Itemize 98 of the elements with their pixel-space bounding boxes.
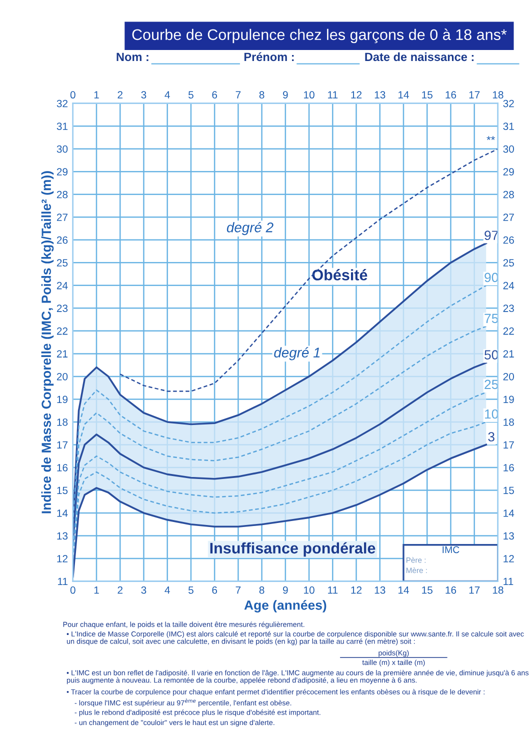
annotation: Obésité — [312, 269, 368, 280]
y2-tick-label: 29 — [503, 168, 514, 176]
y2-tick-label: 16 — [504, 464, 514, 472]
annotation: Insuffisance pondérale — [210, 542, 376, 557]
x-tick-label: 6 — [212, 91, 218, 99]
y-tick-label: 25 — [56, 259, 68, 267]
y-tick-label: 13 — [57, 532, 68, 540]
annotation: ** — [486, 136, 495, 140]
x-tick-label: 3 — [141, 91, 146, 99]
y-tick-label: 21 — [56, 350, 68, 358]
x2-tick-label: 17 — [469, 586, 480, 594]
y2-tick-label: 18 — [504, 418, 514, 426]
x-tick-label: 7 — [236, 91, 241, 98]
x-tick-label: 10 — [304, 91, 314, 99]
y2-tick-label: 21 — [503, 350, 514, 358]
x2-tick-label: 13 — [374, 586, 386, 594]
y-tick-label: 31 — [56, 122, 68, 130]
x-tick-label: 0 — [70, 91, 76, 99]
y-tick-label: 15 — [57, 486, 68, 494]
x-tick-label: 2 — [118, 91, 122, 98]
y-tick-label: 23 — [56, 304, 68, 312]
x2-tick-label: 1 — [94, 586, 99, 594]
y2-tick-label: 14 — [504, 510, 514, 517]
x-tick-label: 12 — [351, 91, 362, 98]
x-tick-label: 17 — [469, 91, 480, 98]
y2-tick-label: 17 — [504, 441, 514, 448]
x2-tick-label: 4 — [164, 586, 170, 594]
y-tick-label: 18 — [57, 418, 68, 426]
y-tick-label: 20 — [56, 372, 68, 380]
x-tick-label: 13 — [374, 91, 386, 99]
y-tick-label: 22 — [56, 327, 68, 335]
x-tick-label: 15 — [422, 91, 432, 99]
y-tick-label: 16 — [57, 464, 68, 472]
y2-tick-label: 30 — [503, 145, 514, 153]
y2-tick-label: 32 — [503, 100, 514, 108]
x-tick-label: 4 — [164, 91, 170, 98]
x-tick-label: 18 — [492, 91, 504, 99]
x2-tick-label: 10 — [304, 586, 314, 594]
x-tick-label: 1 — [94, 91, 99, 98]
y-tick-label: 27 — [56, 214, 68, 221]
x-tick-label: 14 — [398, 91, 409, 98]
y-tick-label: 30 — [56, 145, 68, 153]
annotation: degré 2 — [226, 222, 274, 236]
y-axis-title: Indice de Masse Corporelle (IMC, Poids (kg)/Taille² (m)) — [41, 171, 54, 514]
y-tick-label: 11 — [58, 578, 68, 586]
x2-tick-label: 2 — [118, 586, 122, 594]
text: Date de naissance : — [365, 52, 474, 62]
y2-tick-label: 27 — [503, 214, 514, 221]
y2-tick-label: 13 — [504, 532, 514, 540]
y-tick-label: 24 — [56, 282, 68, 290]
y2-tick-label: 24 — [503, 282, 514, 290]
series-label: 3 — [488, 432, 494, 442]
text: Prénom : — [244, 52, 294, 62]
x2-tick-label: 7 — [236, 586, 241, 594]
x-axis-title: Age (années) — [244, 600, 326, 612]
y2-tick-label: 11 — [504, 578, 514, 586]
y2-tick-label: 15 — [504, 486, 514, 494]
y2-tick-label: 26 — [503, 236, 514, 244]
x2-tick-label: 18 — [492, 586, 504, 594]
y2-tick-label: 19 — [504, 396, 514, 404]
y2-tick-label: 25 — [503, 259, 514, 267]
y2-tick-label: 20 — [503, 372, 514, 380]
x-tick-label: 16 — [446, 91, 456, 99]
x2-tick-label: 12 — [351, 586, 362, 594]
y-tick-label: 28 — [56, 190, 68, 198]
x-tick-label: 9 — [283, 91, 288, 99]
y-tick-label: 29 — [56, 168, 68, 176]
y-tick-label: 14 — [57, 510, 68, 517]
x-tick-label: 5 — [188, 91, 194, 99]
y-tick-label: 26 — [56, 236, 68, 244]
y2-tick-label: 12 — [504, 555, 514, 562]
y-tick-label: 17 — [57, 441, 68, 448]
series-label: 75 — [484, 314, 498, 324]
x2-tick-label: 16 — [446, 586, 456, 594]
y2-tick-label: 28 — [503, 190, 514, 198]
y2-tick-label: 23 — [503, 304, 514, 312]
x2-tick-label: 11 — [328, 586, 338, 594]
x2-tick-label: 14 — [398, 586, 409, 594]
y-tick-label: 19 — [57, 396, 68, 404]
y2-tick-label: 31 — [503, 122, 514, 130]
x2-tick-label: 8 — [259, 586, 264, 594]
x2-tick-label: 3 — [141, 586, 146, 594]
x-tick-label: 11 — [328, 91, 338, 98]
x-tick-label: 8 — [259, 91, 264, 99]
annotation: IMC — [442, 546, 460, 554]
x2-tick-label: 9 — [283, 586, 288, 594]
x2-tick-label: 15 — [422, 586, 432, 594]
series-label: 97 — [484, 230, 498, 240]
text: Nom : — [116, 52, 148, 62]
y-tick-label: 12 — [57, 555, 68, 562]
series-label: 25 — [484, 380, 498, 390]
y-tick-label: 32 — [56, 100, 68, 108]
x2-tick-label: 5 — [188, 586, 194, 594]
chart-title: Courbe de Corpulence chez les garçons de 0 à 18 ans* — [132, 28, 507, 44]
annotation: degré 1 — [274, 347, 320, 360]
y2-tick-label: 22 — [503, 327, 514, 335]
x2-tick-label: 6 — [212, 586, 218, 594]
x2-tick-label: 0 — [70, 586, 76, 594]
